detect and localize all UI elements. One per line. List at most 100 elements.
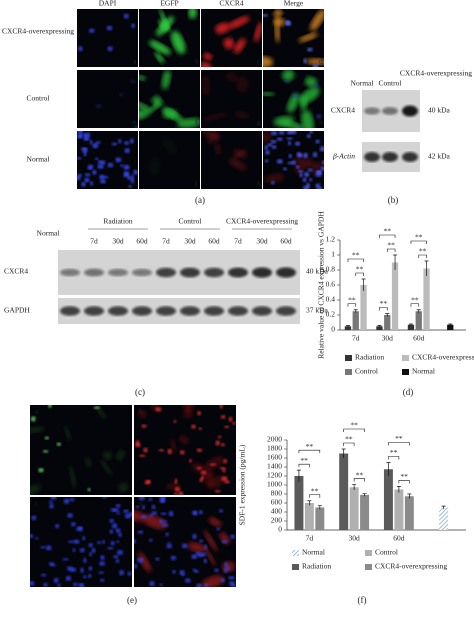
cell: [310, 9, 324, 31]
nucleus: [276, 137, 283, 141]
micrograph: [263, 9, 324, 67]
error-bar: [441, 505, 446, 509]
nucleus: [159, 583, 164, 587]
cell: [207, 475, 226, 489]
caption: (b): [388, 195, 399, 205]
nucleus: [203, 544, 208, 550]
significance-bracket: [309, 494, 321, 498]
error-bar: [352, 484, 357, 490]
significance-label: **: [387, 241, 395, 250]
nucleus: [308, 178, 313, 182]
micrograph-content: [30, 497, 132, 587]
nucleus: [267, 143, 273, 147]
nucleus: [192, 533, 197, 540]
nucleus: [107, 46, 113, 52]
y-tick-label: 1600: [267, 453, 282, 462]
nucleus: [179, 450, 185, 455]
legend-label: Control: [375, 548, 398, 557]
lane-label: CXCR4-overexpressing: [400, 69, 472, 78]
band: [108, 268, 128, 277]
cell: [234, 111, 250, 119]
significance-bracket: [347, 303, 357, 307]
micrograph: [201, 9, 262, 67]
nucleus: [173, 492, 178, 495]
nucleus: [66, 566, 73, 571]
significance-label: **: [348, 295, 356, 304]
cell: [118, 482, 129, 493]
micrograph: [139, 9, 200, 67]
nucleus: [130, 178, 135, 184]
nucleus: [49, 563, 56, 567]
cell: [201, 61, 212, 67]
nucleus: [271, 145, 277, 149]
x-tick-label: 60d: [393, 534, 405, 543]
nucleus: [316, 170, 322, 175]
cell: [162, 108, 178, 119]
significance-label: **: [356, 265, 364, 274]
micrograph-content: [201, 16, 262, 67]
nucleus: [224, 425, 230, 429]
x-tick-label: 30d: [382, 334, 394, 343]
y-axis-label: SDF-1 expression (pg/mL): [238, 444, 247, 525]
cell: [85, 457, 92, 468]
nucleus: [43, 450, 49, 453]
nucleus: [173, 419, 177, 423]
nucleus: [162, 520, 167, 524]
micrograph-content: [148, 136, 177, 176]
nucleus: [88, 28, 95, 33]
band: [402, 105, 418, 117]
nucleus: [193, 510, 198, 516]
band: [276, 267, 296, 278]
nucleus: [87, 488, 91, 492]
cell: [273, 17, 286, 27]
band: [84, 306, 104, 316]
nucleus: [179, 570, 185, 575]
x-tick-label: 7d: [306, 534, 314, 543]
significance-bracket: [379, 307, 388, 311]
bar: [391, 262, 399, 330]
legend-swatch: [402, 369, 409, 375]
nucleus: [322, 160, 324, 165]
nucleus: [149, 514, 153, 518]
blot-size: 40 kDa: [306, 267, 329, 276]
nucleus: [129, 512, 132, 517]
nucleus: [219, 405, 223, 409]
cell-label: a: [133, 57, 137, 66]
nucleus: [214, 568, 219, 573]
nucleus: [139, 454, 146, 458]
nucleus: [191, 554, 198, 560]
nucleus: [77, 46, 83, 52]
nucleus: [143, 447, 148, 453]
nucleus: [62, 558, 69, 561]
band: [228, 267, 248, 278]
blot-size: 40 kDa: [428, 106, 451, 115]
nucleus: [263, 14, 269, 17]
nucleus: [285, 20, 290, 26]
nucleus: [278, 131, 285, 135]
y-tick-label: 2000: [267, 435, 282, 444]
nucleus: [116, 549, 124, 555]
nucleus: [87, 167, 92, 170]
nucleus: [151, 511, 158, 516]
cell-label: l: [319, 179, 321, 188]
cell: [202, 131, 219, 139]
bar: [384, 315, 391, 330]
nucleus: [228, 576, 235, 580]
band: [60, 268, 80, 277]
error-bar: [393, 254, 398, 270]
micrograph-background: [77, 9, 138, 67]
nucleus: [82, 133, 87, 137]
cell: [226, 72, 238, 82]
bar: [383, 469, 393, 530]
legend-label: Radiation: [355, 353, 384, 362]
nucleus: [77, 134, 83, 139]
significance-bracket: [353, 478, 365, 482]
significance-bracket: [410, 240, 427, 244]
nucleus: [221, 540, 228, 544]
legend-label: Control: [355, 367, 378, 376]
cell: [232, 149, 247, 159]
caption: (f): [358, 595, 367, 605]
nucleus: [130, 80, 136, 83]
nucleus: [166, 544, 173, 549]
